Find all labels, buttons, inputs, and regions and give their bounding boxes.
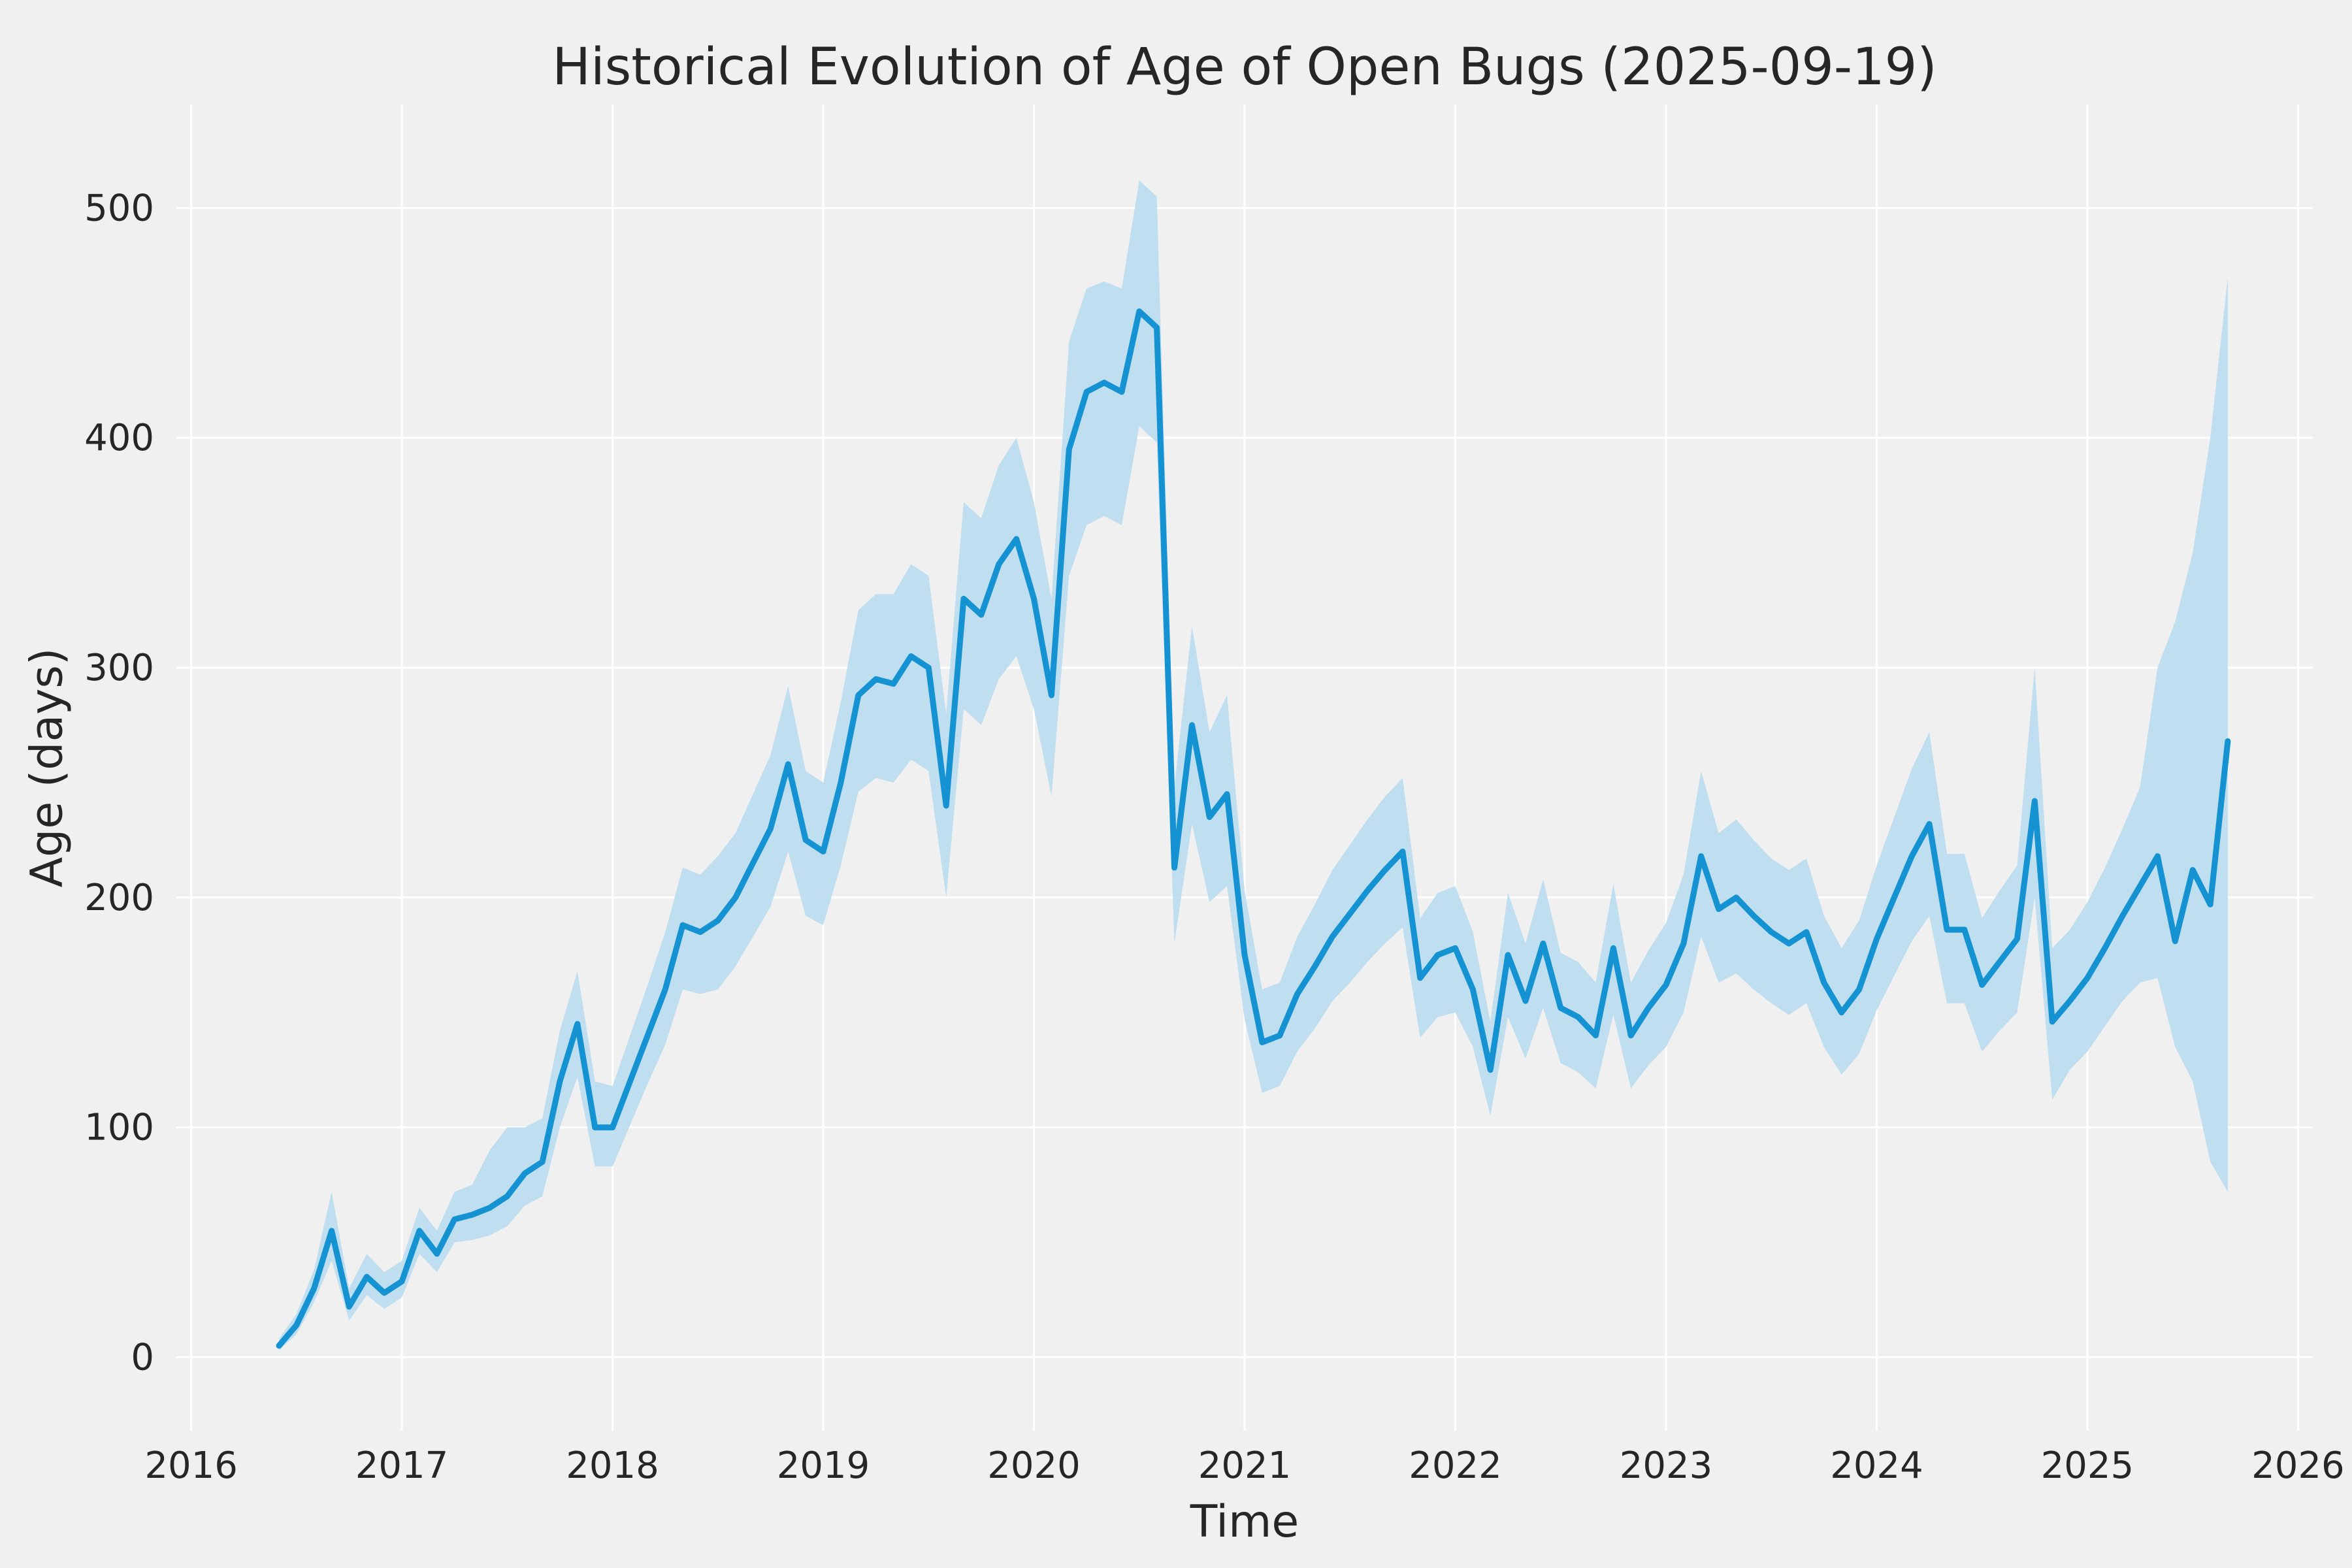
y-tick-label: 300: [84, 647, 154, 689]
mean-age-line: [276, 308, 2231, 1349]
x-tick-label: 2019: [777, 1445, 870, 1487]
x-tick-label: 2017: [355, 1445, 449, 1487]
x-axis-label: Time: [1190, 1496, 1299, 1548]
y-tick-label: 200: [84, 877, 154, 919]
x-tick-label: 2016: [144, 1445, 238, 1487]
chart-title: Historical Evolution of Age of Open Bugs…: [552, 38, 1937, 97]
x-tick-label: 2024: [1830, 1445, 1923, 1487]
y-tick-label: 500: [84, 187, 154, 229]
x-tick-label: 2021: [1198, 1445, 1292, 1487]
y-tick-label: 400: [84, 417, 154, 459]
x-tick-label: 2020: [987, 1445, 1081, 1487]
x-tick-label: 2023: [1620, 1445, 1713, 1487]
confidence-band: [279, 180, 2228, 1350]
y-tick-label: 0: [131, 1336, 154, 1379]
y-axis-label: Age (days): [21, 647, 73, 888]
x-tick-label: 2022: [1409, 1445, 1502, 1487]
x-tick-label: 2018: [566, 1445, 659, 1487]
x-tick-label: 2026: [2251, 1445, 2345, 1487]
y-tick-label: 100: [84, 1107, 154, 1149]
x-tick-label: 2025: [2041, 1445, 2134, 1487]
